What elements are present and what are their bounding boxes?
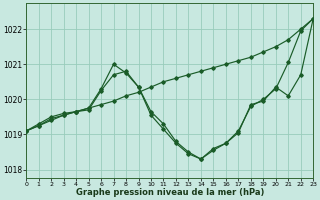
X-axis label: Graphe pression niveau de la mer (hPa): Graphe pression niveau de la mer (hPa) [76,188,264,197]
